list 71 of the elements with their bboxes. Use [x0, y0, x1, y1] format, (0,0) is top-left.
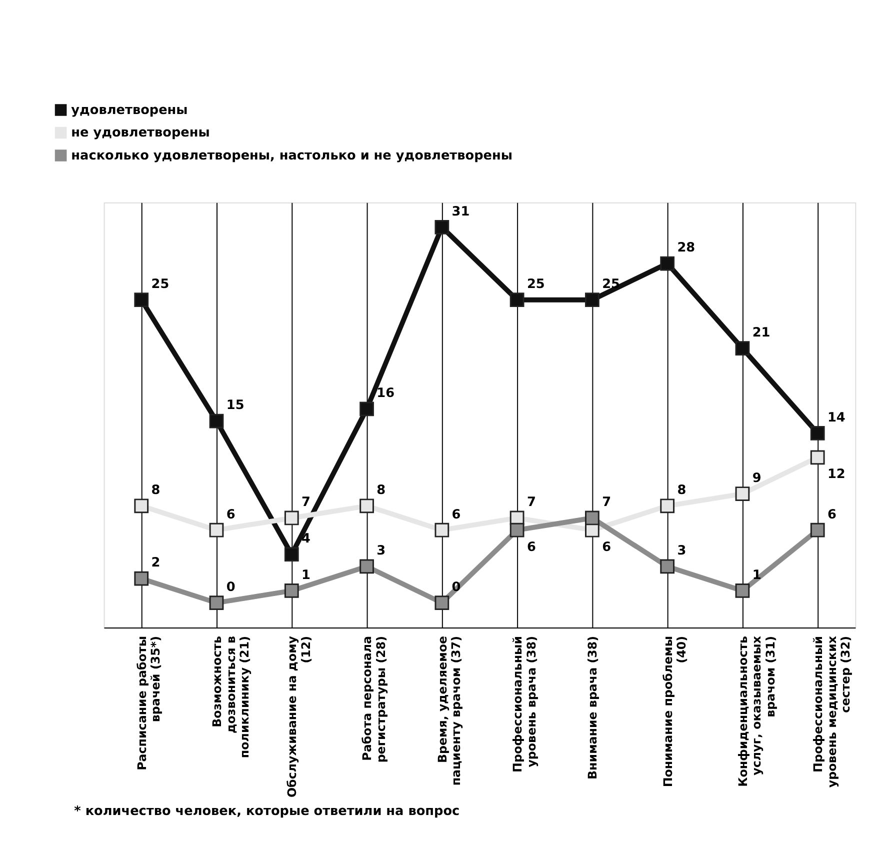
point	[284, 584, 299, 598]
data-label: 28	[677, 240, 696, 256]
data-label: 12	[827, 467, 846, 482]
data-label: 7	[302, 495, 310, 510]
data-label: 6	[452, 507, 461, 522]
x-tick-label: Обслуживание на дому (12)	[285, 636, 313, 798]
x-tick-label: Понимание проблемы (40)	[660, 636, 689, 788]
x-tick-label: Конфиденциальность услуг, оказываемых врачом (31)	[736, 636, 778, 787]
data-label: 9	[752, 470, 762, 486]
point	[660, 256, 675, 271]
x-tick-label: Работа персонала регистратуры (28)	[360, 636, 388, 763]
x-tick-label: Профессиональный уровень врача (38)	[510, 636, 538, 772]
point	[209, 596, 224, 610]
data-label: 6	[226, 507, 236, 522]
point	[360, 559, 374, 574]
legend-label: не удовлетворены	[71, 126, 210, 141]
data-label: 1	[302, 568, 311, 583]
data-label: 0	[226, 580, 236, 595]
text: * количество человек, которые ответили на вопрос	[74, 804, 460, 819]
point	[284, 547, 299, 562]
data-label: 8	[151, 483, 160, 498]
data-label: 15	[226, 398, 244, 414]
point	[810, 522, 825, 538]
data-label: 25	[602, 276, 620, 292]
data-label: 3	[376, 544, 386, 559]
x-tick-label: Профессиональный уровень медицинских сестер (32)	[811, 636, 853, 788]
point	[735, 486, 750, 501]
point	[585, 510, 600, 526]
x-tick-label: Время, уделяемое пациенту врачом (37)	[435, 636, 464, 786]
point	[360, 498, 374, 514]
point	[209, 414, 224, 428]
point	[209, 522, 224, 538]
data-label: 7	[602, 495, 612, 510]
data-label: 3	[677, 544, 686, 559]
data-label: 6	[827, 507, 836, 522]
data-label: 8	[677, 483, 686, 498]
data-label: 21	[752, 325, 770, 340]
point	[360, 402, 374, 416]
point	[510, 522, 524, 538]
data-label: 7	[526, 495, 536, 510]
data-label: 6	[526, 540, 536, 555]
data-label: 16	[376, 386, 395, 402]
data-label: 31	[452, 204, 470, 220]
data-label: 6	[602, 540, 612, 555]
x-tick-label: Расписание работы врачей (35*)	[134, 636, 163, 770]
data-label: 14	[827, 410, 846, 426]
data-label: 25	[526, 276, 545, 292]
data-label: 8	[376, 483, 386, 498]
point	[660, 498, 675, 514]
x-tick-label: Внимание врача (38)	[586, 636, 600, 780]
data-label: 25	[151, 276, 170, 292]
point	[735, 584, 750, 598]
point	[284, 510, 299, 526]
point	[134, 571, 149, 586]
x-tick-label: Возможность дозвониться в поликлинику (21)	[210, 636, 252, 758]
data-label: 2	[151, 556, 160, 571]
point	[735, 341, 750, 356]
point	[810, 450, 825, 465]
point	[660, 559, 675, 574]
point	[434, 522, 450, 538]
point	[585, 292, 600, 308]
legend-label: насколько удовлетворены, настолько и не удовлетворены	[71, 148, 512, 164]
data-label: 1	[752, 568, 762, 583]
point	[510, 292, 524, 308]
data-label: 4	[302, 531, 311, 546]
point	[810, 426, 825, 440]
point	[134, 292, 149, 308]
point	[434, 220, 450, 234]
point	[434, 596, 450, 610]
point	[134, 498, 149, 514]
legend-label: удовлетворены	[71, 102, 188, 118]
